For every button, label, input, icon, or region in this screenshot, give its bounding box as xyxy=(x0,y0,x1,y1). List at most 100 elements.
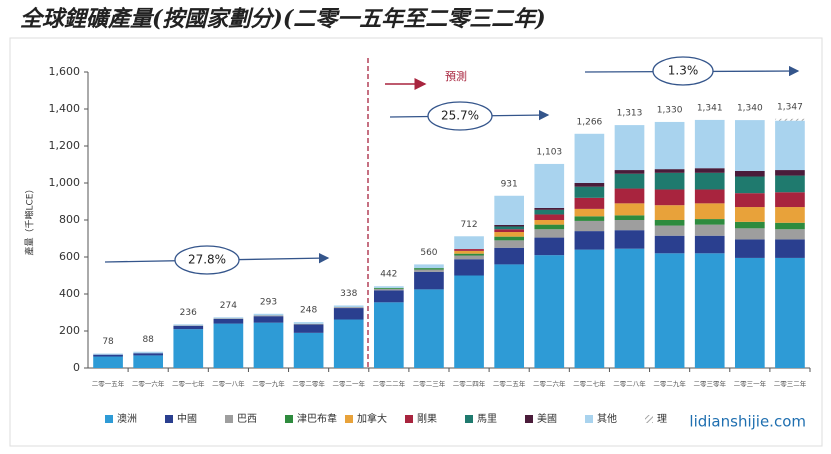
total-label: 1,330 xyxy=(657,105,683,115)
bar-segment xyxy=(414,269,444,272)
bar-segment xyxy=(694,203,725,220)
legend-swatch xyxy=(405,415,413,423)
bar-segment xyxy=(534,209,565,215)
total-label: 88 xyxy=(142,335,154,345)
bar-segment xyxy=(333,319,364,368)
growth-label: 25.7% xyxy=(441,109,479,123)
x-tick-label: 二零二六年 xyxy=(533,379,566,388)
bar-segment xyxy=(654,220,685,226)
legend-label: 澳洲 xyxy=(117,412,137,425)
y-tick-label: 200 xyxy=(59,324,80,337)
bar-segment xyxy=(534,237,565,256)
bar-segment xyxy=(775,192,805,208)
bar-segment xyxy=(454,250,484,254)
bar-segment xyxy=(734,257,765,368)
bar-segment xyxy=(614,230,645,249)
legend-label: 中國 xyxy=(177,412,197,425)
bar-segment xyxy=(534,224,565,230)
bar-segment xyxy=(373,302,404,368)
bar-segment xyxy=(694,168,725,173)
legend-swatch xyxy=(285,415,293,423)
bar-segment xyxy=(534,214,565,220)
plot: 0 200 400 600 800 1,000 1,200 1,400 1,600 二零一五年 78… xyxy=(49,65,811,425)
total-label: 1,347 xyxy=(777,102,803,112)
bar-segment xyxy=(574,220,605,232)
bar-segment xyxy=(454,275,484,368)
bar-segment xyxy=(775,120,805,171)
frame xyxy=(9,37,823,447)
x-tick-label: 二零二零年 xyxy=(292,379,325,388)
bar-segment xyxy=(454,236,484,250)
y-tick-label: 1,000 xyxy=(49,176,81,189)
total-label: 1,313 xyxy=(617,109,643,119)
legend-swatch xyxy=(525,415,533,423)
growth-ellipse xyxy=(427,101,493,131)
bar-segment xyxy=(734,239,765,258)
bar-segment xyxy=(734,221,765,229)
bar-segment xyxy=(213,317,244,319)
legend-swatch xyxy=(105,415,113,423)
bar-segment xyxy=(694,119,725,169)
bar-segment xyxy=(654,235,685,254)
bar-segment xyxy=(614,188,645,204)
bar-segment xyxy=(574,231,605,250)
bar-segment xyxy=(454,259,484,276)
bar-segment xyxy=(494,264,525,368)
bar-segment xyxy=(293,332,324,368)
bar-segment xyxy=(373,288,404,291)
bar-segment xyxy=(654,253,685,368)
bar-segment xyxy=(775,170,805,176)
bar-segment xyxy=(133,353,164,356)
legend-swatch xyxy=(585,415,593,423)
bar-segment xyxy=(414,271,444,290)
legend-label: 美國 xyxy=(537,412,557,425)
total-label: 560 xyxy=(420,248,437,258)
total-label: 1,340 xyxy=(737,104,763,114)
bar-segment xyxy=(293,323,324,325)
legend-label: 剛果 xyxy=(417,413,437,425)
x-tick-label: 二零二五年 xyxy=(493,379,526,388)
x-tick-label: 二零一六年 xyxy=(132,379,165,388)
bar-segment xyxy=(414,268,444,270)
bar-segment xyxy=(253,313,284,316)
bar-segment xyxy=(574,133,605,183)
bar-segment xyxy=(333,307,364,309)
bar-segment xyxy=(775,229,805,240)
bar-segment xyxy=(494,195,525,225)
bar-segment xyxy=(454,249,484,251)
y-tick-label: 800 xyxy=(59,213,80,226)
bar-segment xyxy=(93,354,123,357)
y-tick-label: 600 xyxy=(59,250,80,263)
bar-segment xyxy=(614,215,645,220)
bar-segment xyxy=(734,207,765,222)
bar-segment xyxy=(775,118,805,121)
bar-segment xyxy=(494,229,525,233)
y-tick-label: 1,600 xyxy=(49,65,81,78)
x-tick-label: 二零二三年 xyxy=(413,379,446,388)
bar-segment xyxy=(694,224,725,236)
x-tick-label: 二零一七年 xyxy=(172,379,205,388)
bar-segment xyxy=(173,329,204,368)
total-label: 1,341 xyxy=(697,103,723,113)
bar-segment xyxy=(494,226,525,230)
bar-segment xyxy=(775,222,805,230)
bar-segment xyxy=(694,235,725,254)
watermark: lidianshijie.com xyxy=(689,413,806,431)
x-tick-label: 二零二九年 xyxy=(653,379,686,388)
x-tick-label: 二零二八年 xyxy=(613,379,646,388)
bar-segment xyxy=(654,172,685,190)
y-tick-label: 1,400 xyxy=(49,102,81,115)
bar-segment xyxy=(333,305,364,308)
growth-label: 1.3% xyxy=(668,64,699,78)
bar-segment xyxy=(654,225,685,236)
bar-segment xyxy=(654,169,685,173)
bar-segment xyxy=(734,120,765,171)
total-label: 293 xyxy=(260,297,277,307)
bar-segment xyxy=(494,247,525,265)
growth-ellipse xyxy=(174,245,240,275)
bar-segment xyxy=(654,205,685,220)
x-tick-label: 二零三零年 xyxy=(693,379,726,388)
bar-segment xyxy=(373,290,404,303)
total-label: 236 xyxy=(180,308,197,318)
